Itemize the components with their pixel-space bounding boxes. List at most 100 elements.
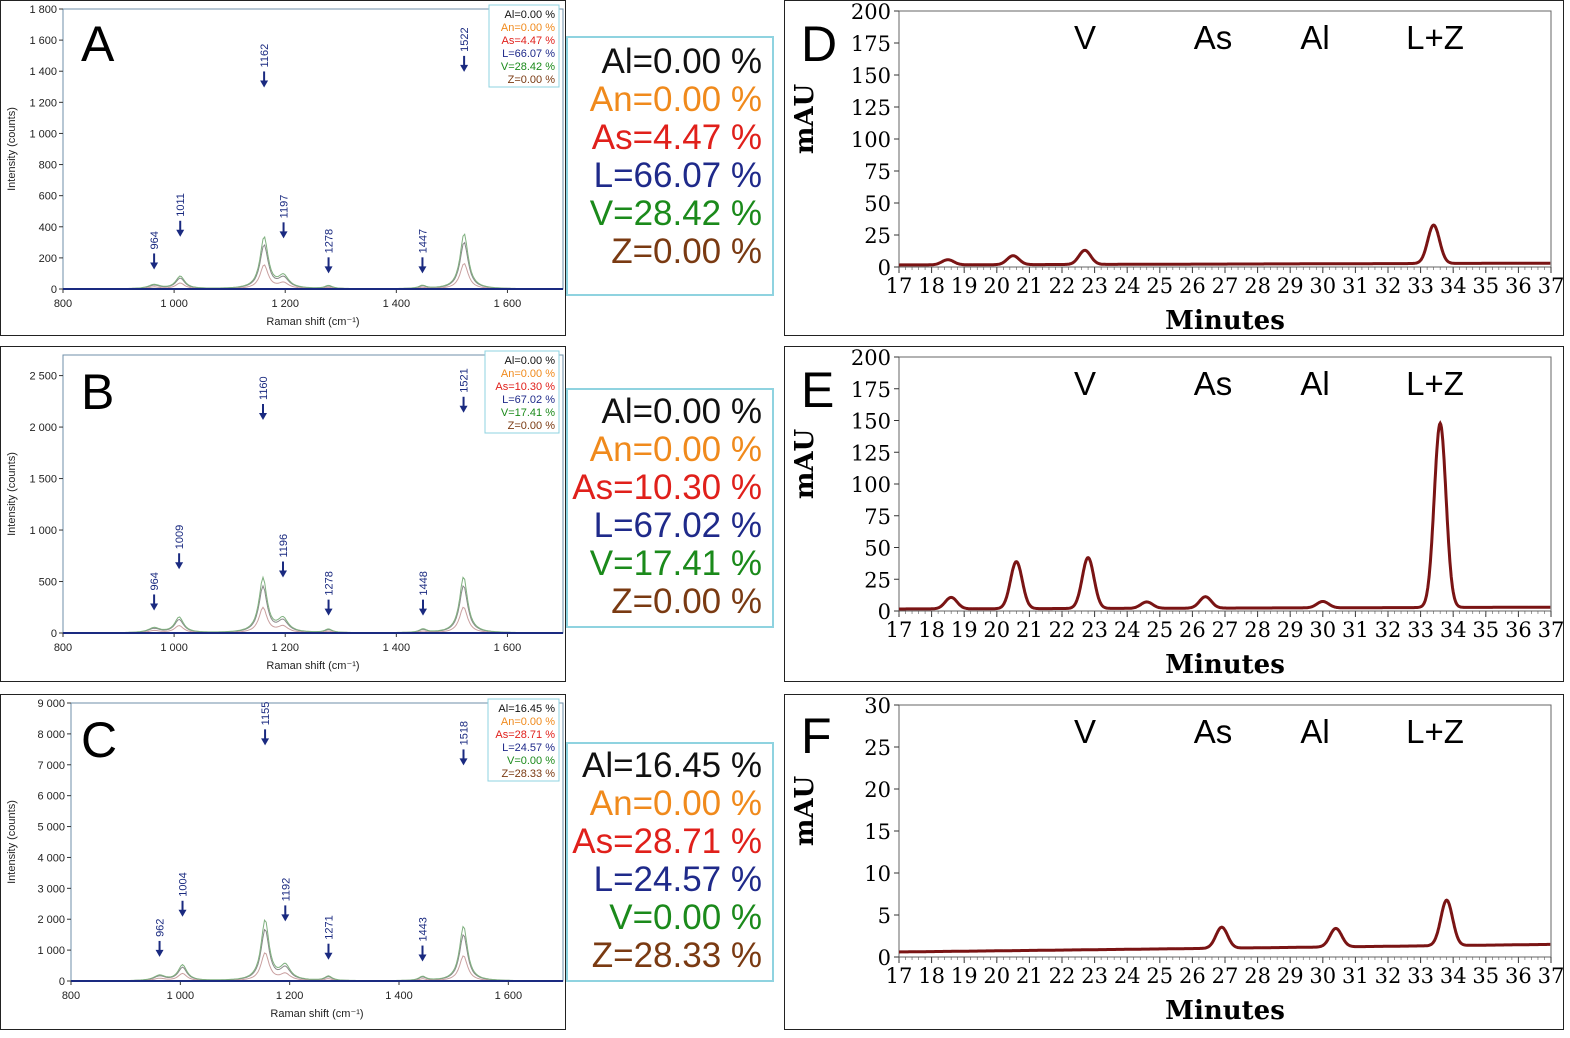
y-axis-label: mAU: [790, 428, 820, 499]
panel-letter-b: B: [81, 364, 115, 420]
peak-label: 1447: [417, 229, 429, 253]
peak-arrow-head: [155, 949, 164, 957]
component-curve: [63, 233, 563, 290]
composition-al: Al=0.00 %: [601, 42, 762, 81]
x-tick-label: 20: [983, 618, 1010, 642]
x-tick-label: 34: [1440, 618, 1467, 642]
y-tick-label: 1 600: [29, 35, 57, 47]
x-tick-label: 33: [1407, 274, 1434, 298]
peak-name-l-z: L+Z: [1406, 713, 1464, 750]
y-tick-label: 1 200: [29, 97, 57, 109]
composition-box-c: Al=16.45 % An=0.00 % As=28.71 % L=24.57 % V=…: [566, 742, 774, 982]
x-tick-label: 36: [1505, 964, 1532, 988]
raman-panel-b: 0 500 1 000 1 500 2 000 2 500 800 1 000 1 200 1 4…: [0, 346, 566, 682]
legend-entry: V=28.42 %: [501, 61, 555, 73]
legend-entry: An=0.00 %: [501, 368, 555, 380]
x-tick-label: 29: [1277, 274, 1304, 298]
legend-entry: Al=16.45 %: [498, 703, 555, 715]
y-tick-label: 5: [878, 904, 891, 928]
x-tick-label: 1 400: [385, 990, 413, 1002]
peak-arrow-head: [261, 738, 270, 746]
y-tick-label: 9 000: [37, 698, 65, 710]
legend-entry: L=24.57 %: [502, 742, 555, 754]
peak-name-v: V: [1074, 365, 1096, 402]
component-curve: [63, 241, 563, 290]
y-tick-label: 800: [39, 160, 57, 172]
legend-entry: As=4.47 %: [501, 35, 555, 47]
chromatogram-line: [899, 223, 1551, 267]
x-tick-label: 18: [918, 618, 945, 642]
peak-label: 1443: [418, 917, 430, 941]
legend-entry: Z=0.00 %: [508, 74, 556, 86]
legend-entry: V=0.00 %: [507, 755, 555, 767]
panel-letter-e: E: [801, 362, 835, 418]
peak-name-al: Al: [1300, 713, 1329, 750]
composition-z: Z=0.00 %: [611, 232, 762, 271]
peak-arrow-head: [418, 266, 427, 274]
peak-label: 1278: [324, 229, 336, 253]
x-tick-label: 34: [1440, 964, 1467, 988]
panel-letter-c: C: [81, 712, 118, 768]
peak-label: 1009: [174, 525, 186, 549]
peak-label: 964: [149, 572, 161, 590]
chromatogram-line: [899, 898, 1551, 954]
y-tick-label: 75: [864, 505, 891, 529]
y-tick-label: 175: [851, 32, 891, 56]
x-tick-label: 17: [886, 964, 913, 988]
peak-label: 1196: [278, 534, 290, 558]
x-tick-label: 1 000: [160, 642, 188, 654]
y-tick-label: 200: [39, 253, 57, 265]
raman-chart-a: 0 200 400 600 800 1 000 1 200 1 400 1 600 1 800 80…: [6, 4, 564, 328]
x-tick-label: 28: [1244, 964, 1271, 988]
y-tick-label: 1 400: [29, 66, 57, 78]
legend-entry: Z=28.33 %: [501, 768, 555, 780]
peak-name-al: Al: [1300, 19, 1329, 56]
x-tick-label: 26: [1179, 274, 1206, 298]
y-tick-label: 30: [864, 695, 891, 718]
x-tick-label: 36: [1505, 618, 1532, 642]
y-tick-label: 7 000: [37, 760, 65, 772]
y-tick-label: 175: [851, 378, 891, 402]
peak-name-as: As: [1194, 713, 1233, 750]
x-tick-label: 17: [886, 618, 913, 642]
peak-label: 1521: [459, 368, 471, 392]
peak-arrow-head: [281, 914, 290, 922]
x-tick-label: 23: [1081, 964, 1108, 988]
x-tick-label: 20: [983, 274, 1010, 298]
x-tick-label: 33: [1407, 964, 1434, 988]
y-tick-label: 0: [59, 976, 65, 988]
x-tick-label: 31: [1342, 964, 1369, 988]
composition-z: Z=0.00 %: [611, 582, 762, 621]
x-tick-label: 28: [1244, 274, 1271, 298]
hplc-panel-f: 0 5 10 15 20 25 30 17 18 19 20 21 22 23 24 25 26 27 28 29 30…: [784, 694, 1564, 1030]
x-tick-label: 24: [1114, 618, 1141, 642]
peak-arrow-head: [459, 405, 468, 413]
legend-box: [487, 698, 560, 782]
peak-label: 1522: [459, 27, 471, 51]
legend-entry: Z=0.00 %: [508, 420, 556, 432]
x-tick-label: 34: [1440, 274, 1467, 298]
peak-arrow-head: [150, 603, 159, 611]
peak-label: 1011: [175, 193, 187, 217]
x-tick-label: 25: [1146, 618, 1173, 642]
y-axis-label: Intensity (counts): [6, 800, 18, 884]
chromatogram-line: [899, 420, 1551, 611]
composition-box-a: Al=0.00 % An=0.00 % As=4.47 % L=66.07 % V=28…: [566, 36, 774, 296]
y-tick-label: 0: [51, 284, 57, 296]
y-tick-label: 200: [851, 347, 891, 370]
x-tick-label: 23: [1081, 618, 1108, 642]
peak-label: 1162: [259, 44, 271, 68]
raman-chart-b: 0 500 1 000 1 500 2 000 2 500 800 1 000 1 200 1 4…: [6, 350, 564, 672]
x-tick-label: 31: [1342, 274, 1369, 298]
peak-name-as: As: [1194, 19, 1233, 56]
x-tick-label: 36: [1505, 274, 1532, 298]
y-tick-label: 50: [864, 192, 891, 216]
y-tick-label: 100: [851, 128, 891, 152]
component-curve: [63, 606, 563, 634]
x-tick-label: 37: [1538, 618, 1565, 642]
component-curve: [63, 584, 563, 634]
x-tick-label: 29: [1277, 618, 1304, 642]
